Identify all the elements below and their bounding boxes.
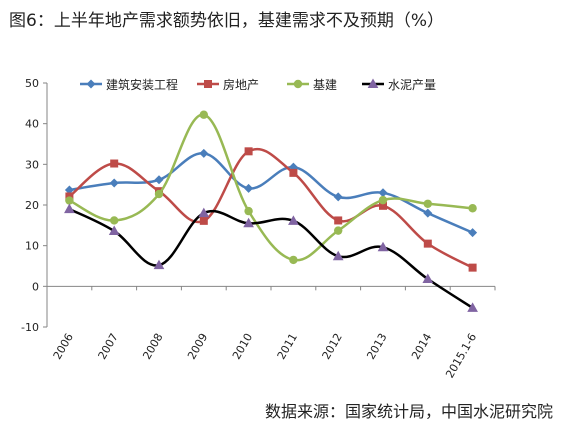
- x-tick-label: 2010: [230, 331, 255, 362]
- data-point: [377, 241, 389, 252]
- data-point: [334, 226, 343, 235]
- series-line: [68, 148, 474, 269]
- legend-label: 基建: [313, 78, 337, 92]
- legend-swatch-marker: [293, 79, 303, 89]
- series-line: [69, 152, 474, 234]
- x-tick-label: 2006: [51, 331, 76, 362]
- x-tick-label: 2013: [364, 331, 389, 362]
- data-point: [289, 168, 298, 177]
- data-point: [378, 195, 388, 205]
- y-tick-label: 0: [32, 280, 39, 293]
- legend-label: 水泥产量: [388, 78, 436, 92]
- legend-item: 房地产: [197, 77, 259, 92]
- series-line: [68, 113, 473, 262]
- data-point: [379, 201, 387, 210]
- data-point: [467, 302, 478, 312]
- data-point: [199, 148, 209, 158]
- series-2: [65, 147, 477, 272]
- data-point: [423, 199, 432, 208]
- legend-swatch-marker: [204, 80, 212, 88]
- data-point: [110, 216, 119, 225]
- data-point: [154, 175, 164, 185]
- x-tick-label: 2007: [96, 331, 121, 362]
- data-point: [378, 188, 388, 198]
- legend-item: 建筑安装工程: [80, 77, 178, 92]
- data-point: [198, 207, 210, 218]
- series-1: [64, 148, 478, 238]
- chart-source-note: 数据来源：国家统计局，中国水泥研究院: [264, 402, 553, 421]
- data-point: [154, 189, 164, 199]
- y-tick-label: -10: [21, 321, 39, 334]
- legend-swatch-marker: [86, 79, 96, 89]
- legend-label: 建筑安装工程: [106, 77, 178, 92]
- data-point: [108, 225, 120, 236]
- x-tick-label: 2012: [320, 331, 345, 362]
- y-tick-label: 30: [25, 158, 39, 171]
- x-tick-label: 2011: [275, 331, 300, 362]
- data-point: [244, 206, 253, 216]
- data-point: [423, 208, 433, 218]
- legend-item: 水泥产量: [362, 78, 436, 92]
- data-point: [288, 215, 299, 225]
- data-point: [64, 185, 74, 195]
- chart-legend: 建筑安装工程 房地产 基建 水泥产量: [80, 77, 436, 92]
- data-point: [468, 263, 477, 272]
- data-point: [244, 183, 254, 193]
- data-point: [110, 159, 119, 168]
- data-point: [199, 216, 208, 225]
- data-point: [199, 110, 208, 119]
- data-point: [153, 259, 165, 270]
- chart-title: 图6：上半年地产需求额势依旧，基建需求不及预期（%）: [9, 11, 444, 31]
- data-point: [244, 147, 253, 156]
- x-tick-label: 2009: [185, 331, 210, 362]
- legend-label: 房地产: [223, 77, 259, 92]
- data-point: [243, 217, 254, 228]
- series-4: [64, 203, 478, 312]
- data-point: [333, 192, 343, 202]
- data-point: [423, 239, 432, 248]
- legend-item: 基建: [287, 78, 337, 92]
- legend-swatch-marker: [367, 78, 379, 88]
- data-point: [64, 203, 75, 214]
- x-tick-label: 2015.1-6: [443, 331, 479, 380]
- y-tick-label: 50: [25, 77, 39, 90]
- data-point: [332, 250, 344, 261]
- y-tick-label: 20: [25, 199, 39, 212]
- chart-series-layer: [64, 110, 478, 312]
- data-point: [422, 273, 434, 284]
- x-tick-label: 2014: [409, 331, 434, 362]
- chart-axes: -10 0 10 20 30 40 50 2006 2007 2008 2009 2010 2011 20…: [21, 77, 496, 380]
- series-line: [68, 207, 474, 309]
- data-point: [334, 216, 343, 225]
- data-point: [109, 178, 119, 188]
- y-tick-label: 40: [25, 118, 39, 131]
- data-point: [289, 255, 298, 265]
- x-tick-label: 2008: [140, 331, 165, 362]
- data-point: [65, 196, 74, 205]
- data-point: [468, 228, 478, 238]
- data-point: [468, 204, 477, 213]
- y-tick-label: 10: [25, 240, 39, 253]
